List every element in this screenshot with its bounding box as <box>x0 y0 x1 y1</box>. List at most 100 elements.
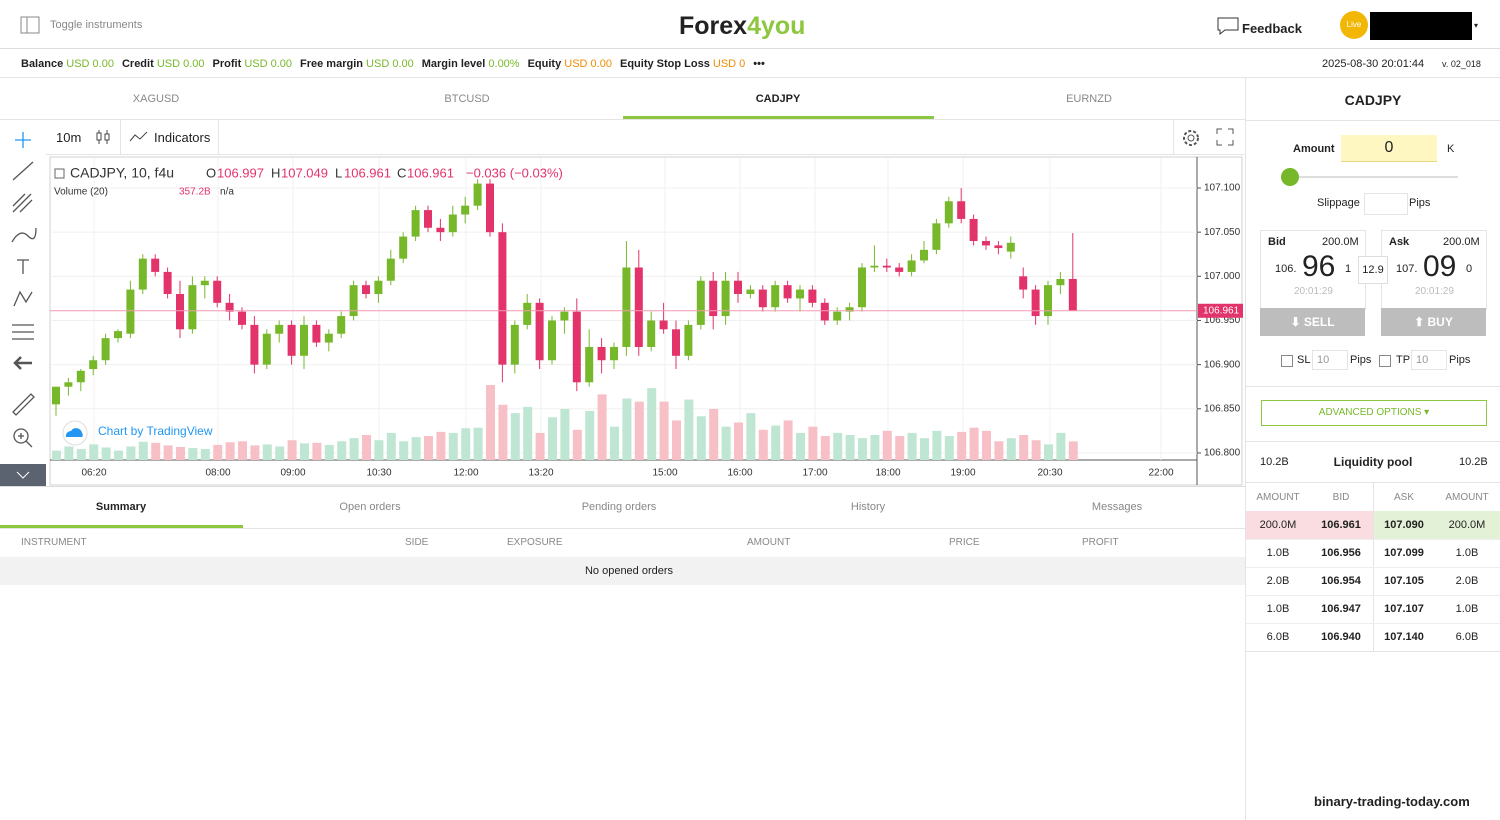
indicators[interactable]: Indicators <box>154 130 211 145</box>
buy-label[interactable]: BUY <box>1427 315 1453 329</box>
order-tab[interactable]: Open orders <box>339 501 401 513</box>
volume-bar <box>833 432 843 460</box>
volume-bar <box>882 430 892 460</box>
order-tab[interactable]: History <box>850 501 886 513</box>
legend-l: 106.961 <box>344 165 391 180</box>
interval[interactable]: 10m <box>56 130 82 145</box>
x-tick-label: 06:20 <box>81 468 106 479</box>
candle-body <box>399 236 408 259</box>
indicators-icon[interactable] <box>129 131 149 143</box>
column-header: SIDE <box>405 537 429 548</box>
slider-knob[interactable] <box>1281 168 1299 186</box>
x-tick-label: 20:30 <box>1037 468 1062 479</box>
buy-button[interactable]: ⬆ BUY <box>1381 308 1486 336</box>
sl-input[interactable]: 10 <box>1312 350 1348 370</box>
plot-frame <box>49 156 1243 486</box>
chart-type-icon[interactable] <box>94 128 112 146</box>
fullscreen-icon[interactable] <box>1216 128 1234 146</box>
x-tick-label: 19:00 <box>950 468 975 479</box>
tp-input[interactable]: 10 <box>1411 350 1447 370</box>
ask-big: 09 <box>1423 250 1457 283</box>
x-tick-label: 17:00 <box>802 468 827 479</box>
instrument-tab[interactable]: EURNZD <box>1066 93 1112 105</box>
candle-body <box>126 289 135 334</box>
amount-input[interactable]: 0 <box>1341 135 1437 162</box>
legend-o-label: O <box>206 165 216 180</box>
feedback[interactable]: Feedback <box>1242 21 1302 36</box>
feedback-icon[interactable] <box>1217 17 1239 35</box>
candle-body <box>312 324 321 343</box>
volume-bar <box>560 408 570 460</box>
volume-bar <box>486 385 495 460</box>
instrument-tab[interactable]: XAGUSD <box>132 93 180 105</box>
account-item: Equity Stop Loss USD 0 <box>620 58 745 70</box>
candle-body <box>820 302 829 321</box>
sell-button[interactable]: ⬇ SELL <box>1260 308 1365 336</box>
sl-checkbox[interactable] <box>1281 355 1293 367</box>
volume-bar <box>696 416 706 460</box>
volume-label: Volume (20) <box>54 187 108 198</box>
candle-body <box>957 201 966 219</box>
x-tick-label: 13:20 <box>528 468 553 479</box>
account-item: Balance USD 0.00 <box>21 58 114 70</box>
candle-body <box>994 245 1003 249</box>
volume-bar <box>870 435 880 460</box>
tv-cloud <box>65 428 83 437</box>
caret[interactable]: ▾ <box>1474 21 1479 30</box>
candle-body <box>932 223 941 250</box>
candle-body <box>374 280 383 294</box>
candle-body <box>1056 278 1065 286</box>
slippage-input[interactable] <box>1364 193 1408 215</box>
volume-bar <box>89 444 99 460</box>
volume-bar <box>101 447 111 460</box>
volume-bar <box>808 426 818 460</box>
advanced-options[interactable]: ADVANCED OPTIONS ▾ <box>1261 400 1487 426</box>
toggle-icon[interactable] <box>20 16 40 34</box>
x-tick-label: 22:00 <box>1148 468 1173 479</box>
user-name[interactable] <box>1370 12 1472 40</box>
candle-body <box>833 311 842 321</box>
instrument-tab[interactable]: BTCUSD <box>444 93 490 105</box>
advanced-label[interactable]: ADVANCED OPTIONS <box>1318 407 1422 418</box>
candle-body <box>250 324 259 365</box>
volume-bar <box>200 449 210 460</box>
x-tick-label: 10:30 <box>366 468 391 479</box>
order-tab[interactable]: Summary <box>95 501 147 513</box>
candle-body <box>64 382 73 387</box>
candle-body <box>882 265 891 268</box>
volume-bar <box>957 431 967 460</box>
volume-bar <box>461 428 471 460</box>
order-tab[interactable]: Pending orders <box>581 501 657 513</box>
divider <box>1173 120 1174 154</box>
toggle-instruments[interactable]: Toggle instruments <box>50 19 143 31</box>
volume-bar <box>1006 438 1016 460</box>
book-cell: 106.947 <box>1321 603 1361 615</box>
volume-bar <box>746 413 756 460</box>
volume-bar <box>411 437 421 460</box>
candle-body <box>151 258 160 272</box>
candle-body <box>858 267 866 308</box>
account-label: Margin level <box>421 58 486 70</box>
logo-part: Forex <box>679 12 748 40</box>
volume-bar <box>1019 435 1029 460</box>
volume-bar <box>510 413 520 460</box>
legend-h: 107.049 <box>281 165 328 180</box>
instrument-tab[interactable]: CADJPY <box>755 93 801 105</box>
settings-icon[interactable] <box>1181 128 1201 148</box>
tp-checkbox[interactable] <box>1379 355 1391 367</box>
volume-bar <box>151 442 161 460</box>
more[interactable]: ••• <box>753 58 765 70</box>
account-item: Free margin USD 0.00 <box>300 58 414 70</box>
sell-label[interactable]: SELL <box>1303 315 1335 329</box>
candle-body <box>920 249 928 261</box>
volume-bar <box>920 438 929 460</box>
candle-body <box>796 289 804 299</box>
book-cell: 106.940 <box>1321 631 1361 643</box>
volume-bar <box>610 426 619 460</box>
candle-body <box>684 324 693 356</box>
order-tab[interactable]: Messages <box>1091 501 1143 513</box>
volume-bar <box>225 442 235 460</box>
x-tick-label: 12:00 <box>453 468 478 479</box>
divider <box>0 486 1245 487</box>
candle-body <box>771 285 780 308</box>
